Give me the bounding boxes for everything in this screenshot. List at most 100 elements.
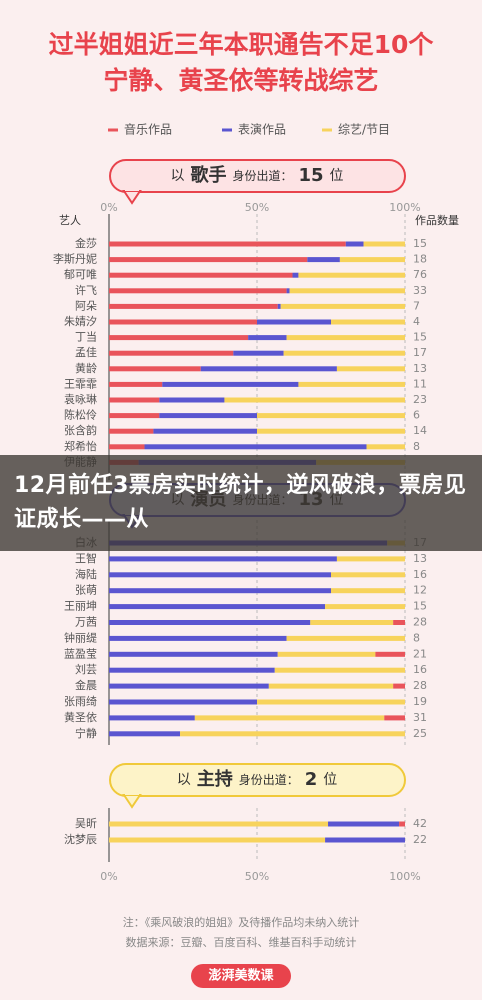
category-label: 阿朵 xyxy=(75,299,97,312)
category-label: 郑希怡 xyxy=(64,439,97,453)
category-label: 刘芸 xyxy=(75,663,97,676)
bar-segment xyxy=(109,303,278,309)
count-label: 8 xyxy=(413,440,420,453)
section-title-part: 位 xyxy=(323,772,337,788)
bar-segment xyxy=(298,381,405,387)
count-label: 22 xyxy=(413,833,427,846)
column-header: 作品数量 xyxy=(415,214,459,227)
bar-segment xyxy=(109,350,234,356)
count-label: 42 xyxy=(413,817,427,830)
category-label: 郁可唯 xyxy=(64,267,97,281)
legend-label: 音乐作品 xyxy=(124,122,172,137)
category-label: 黄圣依 xyxy=(64,710,97,724)
bar-segment xyxy=(257,699,405,705)
bar-segment xyxy=(109,428,154,434)
x-tick-label: 0% xyxy=(100,201,117,214)
category-label: 蓝盈莹 xyxy=(64,647,97,660)
count-label: 21 xyxy=(413,647,427,660)
overlay: 12月前任3票房实时统计，逆风破浪，票房见证成长——从 xyxy=(0,455,482,551)
bar-segment xyxy=(331,319,405,325)
bar-segment xyxy=(153,428,257,434)
bar-segment xyxy=(393,620,405,625)
section-pointer xyxy=(122,794,142,809)
category-label: 吴昕 xyxy=(75,817,97,830)
bar-segment xyxy=(277,303,281,309)
bar-segment xyxy=(257,413,405,419)
count-label: 23 xyxy=(413,393,427,406)
count-label: 8 xyxy=(413,631,420,644)
title-line: 宁静、黄圣依等转战综艺 xyxy=(103,66,378,95)
bar-segment xyxy=(180,731,405,737)
category-label: 孟佳 xyxy=(75,345,97,359)
bar-segment xyxy=(109,837,326,843)
count-label: 4 xyxy=(413,315,420,328)
note: 数据来源：豆瓣、百度百科、维基百科手动统计 xyxy=(126,935,357,949)
count-label: 13 xyxy=(413,362,427,375)
bar-segment xyxy=(310,620,394,625)
x-tick-label: 100% xyxy=(389,870,420,883)
section-title-part: 15 xyxy=(298,165,323,186)
bar-segment xyxy=(286,288,290,294)
count-label: 15 xyxy=(413,600,427,613)
bar-segment xyxy=(109,667,275,673)
count-label: 18 xyxy=(413,253,427,266)
bar-segment xyxy=(286,635,405,641)
section-title-part: 身份出道： xyxy=(232,168,292,183)
section-title-part: 歌手 xyxy=(190,164,226,186)
x-tick-label: 0% xyxy=(100,870,117,883)
bar-segment xyxy=(109,821,329,827)
bar-segment xyxy=(109,620,311,625)
bar-segment xyxy=(162,381,299,387)
bar-segment xyxy=(159,413,257,419)
category-label: 王智 xyxy=(75,551,97,565)
bar-segment xyxy=(277,651,376,657)
category-label: 王霏霏 xyxy=(64,377,97,390)
bar-segment xyxy=(194,715,385,721)
section-title-part: 位 xyxy=(330,168,344,184)
count-label: 76 xyxy=(413,268,427,281)
overlay-text: 12月前任3票房实时统计，逆风破浪，票房见证成长——从 xyxy=(14,473,467,532)
count-label: 33 xyxy=(413,284,427,297)
category-label: 李斯丹妮 xyxy=(53,252,97,266)
count-label: 12 xyxy=(413,584,427,597)
count-label: 11 xyxy=(413,377,427,390)
category-label: 宁静 xyxy=(75,726,97,740)
bar-segment xyxy=(384,715,405,721)
count-label: 13 xyxy=(413,552,427,565)
legend-label: 综艺/节目 xyxy=(338,123,390,137)
bar-segment xyxy=(109,588,331,594)
section-title: 以歌手 身份出道： 15 位 xyxy=(170,164,343,186)
count-label: 16 xyxy=(413,663,427,676)
column-header: 艺人 xyxy=(59,214,81,227)
bar-segment xyxy=(336,556,405,562)
bar-segment xyxy=(109,715,195,721)
bar-segment xyxy=(331,588,405,594)
bar-segment xyxy=(109,556,337,562)
section-title-part: 以 xyxy=(170,168,184,184)
category-label: 海陆 xyxy=(75,567,97,581)
category-label: 钟丽缇 xyxy=(64,630,97,644)
bar-segment xyxy=(298,272,405,278)
category-label: 张萌 xyxy=(75,583,97,597)
bar-segment xyxy=(109,444,145,450)
bar-segment xyxy=(109,683,269,689)
pointer-cover xyxy=(125,188,139,191)
section-title-part: 2 xyxy=(305,769,318,790)
bar-segment xyxy=(366,444,405,450)
bar-segment xyxy=(336,366,405,372)
count-label: 19 xyxy=(413,695,427,708)
section-title-part: 以 xyxy=(177,772,191,788)
section-title-part: 主持 xyxy=(197,768,233,790)
note: 注：《乘风破浪的姐姐》及待播作品均未纳入统计 xyxy=(123,915,360,929)
category-label: 张雨绮 xyxy=(64,694,97,708)
bar-segment xyxy=(109,699,257,705)
count-label: 28 xyxy=(413,679,427,692)
count-label: 31 xyxy=(413,711,427,724)
bar-segment xyxy=(257,428,405,434)
count-label: 15 xyxy=(413,237,427,250)
bar-segment xyxy=(144,444,367,450)
section-title-part: 身份出道： xyxy=(239,772,299,787)
bar-segment xyxy=(339,257,405,263)
bar-segment xyxy=(274,667,405,673)
